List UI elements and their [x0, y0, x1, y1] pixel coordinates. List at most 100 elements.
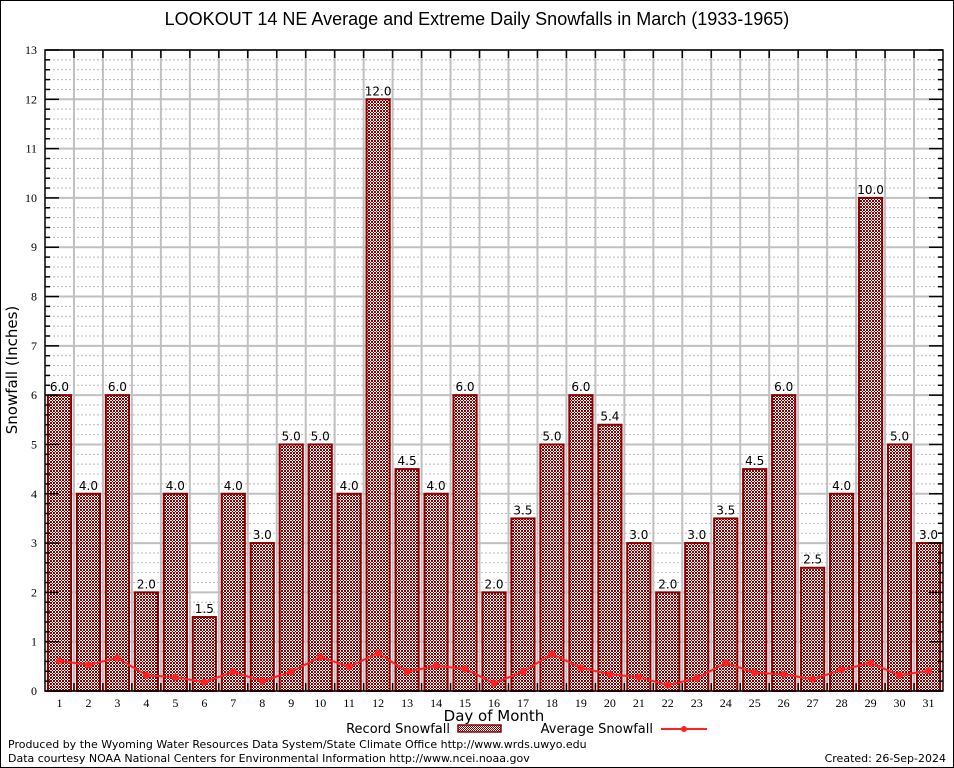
average-point: [229, 668, 237, 676]
x-tick-label: 18: [546, 696, 558, 710]
bar-value-label: 6.0: [571, 380, 590, 394]
bar-value-labels: 6.0 4.0 6.0 2.0 4.0 1.5 4.0 3.0 5.0 5.0 4.0 12.0 4.5…: [50, 84, 938, 616]
axes: [44, 49, 944, 692]
bar-value-label: 3.0: [919, 528, 938, 542]
record-bar: [886, 443, 913, 693]
record-bars: [46, 98, 942, 693]
bar-value-label: 6.0: [50, 380, 69, 394]
x-tick-label: 3: [114, 696, 120, 710]
x-tick-label: 9: [288, 696, 294, 710]
average-point: [693, 674, 701, 682]
x-tick-label: 17: [517, 696, 529, 710]
average-point: [84, 661, 92, 669]
legend-average-marker: [681, 726, 687, 732]
x-tick-label: 25: [749, 696, 761, 710]
bar-value-label: 2.0: [137, 577, 156, 591]
average-point: [287, 668, 295, 676]
legend: Record Snowfall Average Snowfall: [346, 722, 707, 737]
record-bar: [742, 468, 768, 692]
record-bar: [162, 492, 188, 692]
bar-value-label: 4.0: [340, 479, 359, 493]
y-tick-label: 0: [31, 684, 37, 698]
average-point: [142, 671, 150, 679]
bar-value-label: 4.0: [427, 479, 446, 493]
average-point: [838, 666, 846, 674]
record-bar: [800, 566, 826, 693]
x-tick-label: 11: [343, 696, 355, 710]
y-tick-label: 9: [31, 240, 37, 254]
bar-value-label: 6.0: [455, 380, 474, 394]
y-tick-label: 8: [31, 290, 37, 304]
x-tick-label: 14: [430, 696, 442, 710]
record-bar: [423, 492, 449, 692]
record-bar: [626, 542, 652, 692]
bar-value-label: 4.5: [398, 454, 417, 468]
bar-value-label: 3.0: [253, 528, 272, 542]
legend-record-label: Record Snowfall: [346, 722, 450, 737]
bar-value-label: 2.0: [484, 577, 503, 591]
bar-value-label: 4.0: [224, 479, 243, 493]
footer-data-courtesy: Data courtesy NOAA National Centers for …: [8, 752, 530, 765]
average-point: [461, 665, 469, 673]
y-tick-label: 7: [31, 339, 37, 353]
bar-value-label: 4.0: [166, 479, 185, 493]
x-axis-label: Day of Month: [444, 707, 545, 725]
x-tick-label: 5: [172, 696, 178, 710]
footer-created-date: Created: 26-Sep-2024: [824, 752, 946, 765]
x-tick-label: 13: [401, 696, 413, 710]
y-tick-label: 2: [31, 585, 37, 599]
record-bar: [104, 394, 131, 692]
average-point: [896, 671, 904, 679]
x-tick-label: 15: [459, 696, 471, 710]
record-bar: [771, 394, 797, 692]
y-tick-label: 12: [25, 92, 37, 106]
average-point: [809, 675, 817, 683]
average-line: [55, 649, 933, 689]
bar-value-label: 12.0: [365, 84, 392, 98]
record-bar: [568, 394, 594, 692]
record-bar: [510, 517, 536, 693]
average-point: [200, 678, 208, 686]
footer-produced-by: Produced by the Wyoming Water Resources …: [8, 738, 587, 751]
bar-value-label: 6.0: [108, 380, 127, 394]
bar-value-label: 5.0: [890, 429, 909, 443]
x-tick-label: 21: [633, 696, 645, 710]
y-tick-label: 4: [31, 487, 37, 501]
bar-value-label: 4.0: [79, 479, 98, 493]
record-bar: [278, 443, 304, 693]
bar-value-label: 3.5: [513, 503, 532, 517]
x-tick-labels: 1 2 3 4 5 6 7 8 9 10 11 12 13 14 15 16 17 18 19 20 21 22 23 24 2…: [56, 696, 934, 710]
x-tick-label: 8: [259, 696, 265, 710]
average-point: [432, 662, 440, 670]
x-tick-label: 31: [923, 696, 935, 710]
y-tick-label: 13: [25, 43, 37, 57]
average-point: [548, 650, 556, 658]
average-point: [113, 654, 121, 662]
x-tick-label: 30: [894, 696, 906, 710]
legend-average-label: Average Snowfall: [541, 722, 653, 737]
average-point: [55, 657, 63, 665]
bar-value-label: 5.0: [542, 429, 561, 443]
record-bar: [336, 492, 362, 692]
bar-value-label: 4.5: [745, 454, 764, 468]
y-tick-label: 5: [31, 437, 37, 451]
average-point: [345, 663, 353, 671]
bar-value-label: 5.4: [600, 410, 619, 424]
y-tick-label: 6: [31, 388, 37, 402]
bar-value-label: 3.0: [687, 528, 706, 542]
plot-border: [44, 49, 944, 692]
record-bar: [365, 98, 391, 693]
y-tick-label: 1: [31, 635, 37, 649]
average-point: [258, 677, 266, 685]
bar-value-label: 2.5: [803, 553, 822, 567]
x-tick-label: 4: [143, 696, 149, 710]
bar-value-label: 6.0: [774, 380, 793, 394]
record-bar: [249, 542, 275, 692]
x-tick-label: 1: [56, 696, 62, 710]
x-tick-label: 28: [836, 696, 848, 710]
bar-value-label: 1.5: [195, 602, 214, 616]
record-bar: [394, 468, 420, 692]
bar-value-label: 3.5: [716, 503, 735, 517]
